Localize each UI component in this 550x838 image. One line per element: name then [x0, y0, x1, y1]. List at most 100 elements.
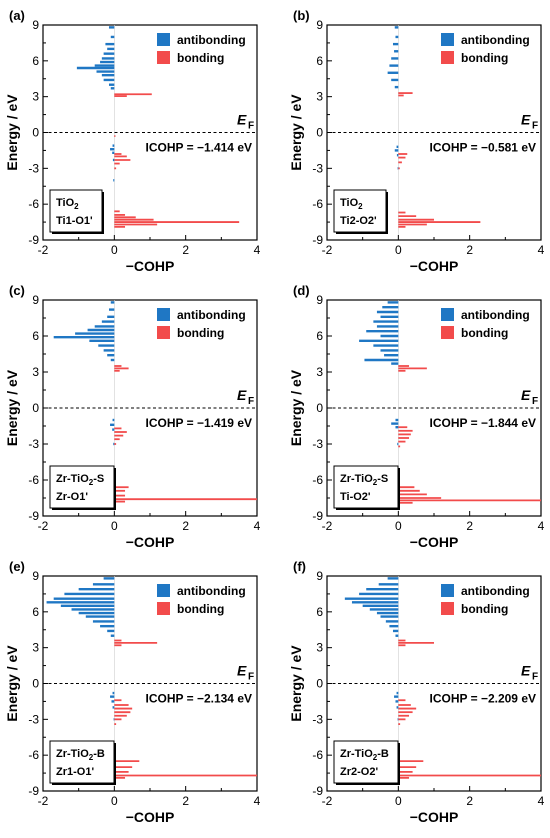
fermi-level-label: E — [521, 112, 531, 128]
x-tick-label: 0 — [111, 519, 118, 533]
fermi-level-label: E — [521, 663, 531, 679]
y-axis-label: Energy / eV — [4, 645, 20, 722]
bond-pair-label: Zr1-O1' — [56, 766, 94, 778]
y-tick-label: -9 — [312, 509, 323, 523]
label-box — [49, 189, 103, 233]
y-tick-label: -3 — [28, 437, 39, 451]
x-tick-label: 2 — [466, 519, 473, 533]
y-tick-label: 6 — [32, 54, 39, 68]
panel-letter: (a) — [9, 8, 25, 23]
legend-bonding-label: bonding — [177, 602, 224, 616]
icohp-value: ICOHP = −2.209 eV — [429, 692, 536, 706]
label-box — [333, 465, 399, 509]
y-tick-label: -3 — [312, 712, 323, 726]
x-tick-label: -2 — [322, 519, 333, 533]
legend-antibonding-label: antibonding — [177, 33, 246, 47]
icohp-value: ICOHP = −1.844 eV — [429, 416, 536, 430]
system-label-suffix: -B — [93, 748, 105, 760]
legend-antibonding-label: antibonding — [177, 308, 246, 322]
y-tick-label: 0 — [32, 126, 39, 140]
legend-bonding-swatch — [441, 326, 454, 339]
legend-antibonding-swatch — [441, 33, 454, 46]
fermi-level-subscript: F — [532, 396, 538, 407]
y-tick-label: -9 — [28, 233, 39, 247]
icohp-value: ICOHP = −0.581 eV — [429, 141, 536, 155]
y-tick-label: -9 — [28, 784, 39, 798]
system-label-suffix: -S — [93, 473, 104, 485]
system-label: Zr-TiO2-B — [56, 748, 105, 762]
fermi-level-label: E — [237, 112, 247, 128]
y-tick-label: 6 — [316, 329, 323, 343]
x-axis-label: −COHP — [126, 534, 175, 550]
icohp-value: ICOHP = −1.414 eV — [145, 141, 252, 155]
system-label-subscript: 2 — [373, 478, 378, 487]
panel-letter: (d) — [293, 283, 310, 298]
y-tick-label: 9 — [316, 293, 323, 307]
x-axis-label: −COHP — [126, 809, 175, 825]
x-tick-label: 4 — [538, 794, 545, 808]
y-tick-label: -6 — [28, 473, 39, 487]
legend-antibonding-swatch — [441, 308, 454, 321]
icohp-value: ICOHP = −1.419 eV — [145, 416, 252, 430]
bond-pair-label: Ti2-O2' — [340, 215, 377, 227]
system-label-subscript: 2 — [74, 202, 79, 211]
y-axis-label: Energy / eV — [288, 369, 304, 446]
legend-antibonding-swatch — [157, 584, 170, 597]
legend-antibonding-label: antibonding — [461, 584, 530, 598]
system-label: TiO2 — [340, 197, 363, 211]
x-axis-label: −COHP — [126, 258, 175, 274]
legend-bonding-swatch — [157, 51, 170, 64]
x-tick-label: 0 — [395, 519, 402, 533]
x-tick-label: 0 — [395, 794, 402, 808]
legend-bonding-swatch — [157, 602, 170, 615]
y-tick-label: 0 — [32, 677, 39, 691]
x-axis-label: −COHP — [410, 534, 459, 550]
legend-bonding-swatch — [157, 326, 170, 339]
legend-antibonding-swatch — [157, 308, 170, 321]
y-tick-label: -6 — [312, 748, 323, 762]
y-tick-label: -3 — [312, 437, 323, 451]
x-tick-label: 2 — [182, 519, 189, 533]
y-tick-label: 3 — [316, 365, 323, 379]
y-tick-label: -3 — [312, 161, 323, 175]
legend-bonding-label: bonding — [177, 326, 224, 340]
label-box — [49, 465, 115, 509]
y-tick-label: 9 — [316, 569, 323, 583]
x-tick-label: 4 — [538, 519, 545, 533]
legend-bonding-label: bonding — [461, 51, 508, 65]
x-tick-label: 4 — [254, 519, 261, 533]
y-tick-label: 6 — [32, 329, 39, 343]
label-box — [333, 740, 399, 784]
y-tick-label: -3 — [28, 161, 39, 175]
panel-letter: (e) — [9, 559, 25, 574]
x-axis-label: −COHP — [410, 258, 459, 274]
legend-bonding-swatch — [441, 602, 454, 615]
system-label: Zr-TiO2-S — [56, 473, 104, 487]
y-tick-label: 0 — [316, 677, 323, 691]
y-tick-label: -9 — [312, 233, 323, 247]
system-label-main: Zr-TiO — [340, 748, 373, 760]
x-tick-label: -2 — [322, 794, 333, 808]
system-label-main: TiO — [340, 197, 359, 209]
system-label-subscript: 2 — [358, 202, 363, 211]
y-tick-label: 9 — [32, 18, 39, 32]
system-label-main: Zr-TiO — [56, 473, 89, 485]
legend-antibonding-swatch — [441, 584, 454, 597]
x-tick-label: 2 — [466, 794, 473, 808]
bond-pair-label: Ti-O2' — [340, 491, 371, 503]
system-label-main: TiO — [56, 197, 75, 209]
y-axis-label: Energy / eV — [288, 94, 304, 171]
label-box — [49, 740, 115, 784]
legend-bonding-swatch — [441, 51, 454, 64]
x-tick-label: 0 — [111, 243, 118, 257]
x-tick-label: 2 — [182, 243, 189, 257]
icohp-value: ICOHP = −2.134 eV — [145, 692, 252, 706]
y-tick-label: 6 — [32, 605, 39, 619]
system-label-subscript: 2 — [89, 753, 94, 762]
y-tick-label: 9 — [32, 569, 39, 583]
system-label: Zr-TiO2-B — [340, 748, 389, 762]
y-tick-label: 3 — [32, 641, 39, 655]
y-tick-label: 0 — [316, 126, 323, 140]
